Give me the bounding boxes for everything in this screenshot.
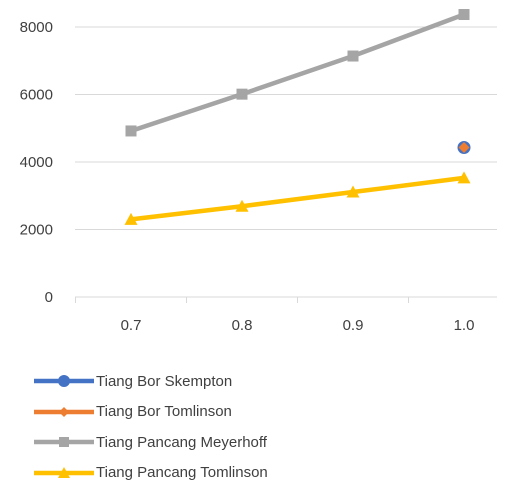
triangle-marker	[124, 212, 138, 225]
legend-label: Tiang Pancang Tomlinson	[96, 464, 268, 482]
legend-swatch	[34, 437, 94, 448]
y-tick-label: 2000	[20, 222, 53, 239]
square-marker	[59, 437, 69, 448]
legend-item: Tiang Bor Skempton	[34, 366, 268, 397]
y-axis-ticks: 0 2000 4000 6000 8000	[20, 19, 53, 306]
series-tiang-pancang-tomlinson	[124, 171, 471, 225]
legend-swatch	[34, 406, 94, 417]
legend-label: Tiang Pancang Meyerhoff	[96, 433, 267, 451]
circle-marker	[58, 375, 70, 388]
triangle-marker	[457, 171, 471, 184]
triangle-marker	[235, 199, 249, 212]
square-marker	[125, 125, 137, 137]
legend-label: Tiang Bor Skempton	[96, 372, 233, 390]
triangle-marker	[346, 185, 360, 198]
legend-item: Tiang Pancang Tomlinson	[34, 458, 268, 488]
line-chart: 0 2000 4000 6000 8000 0.7 0.8 0.9 1.0	[20, 9, 497, 334]
diamond-marker	[59, 406, 69, 417]
x-tick-label: 1.0	[454, 317, 475, 334]
diamond-marker	[458, 141, 470, 153]
series-tiang-pancang-meyerhoff	[125, 9, 470, 137]
series-line	[130, 12, 465, 134]
legend-item: Tiang Bor Tomlinson	[34, 397, 268, 428]
legend-swatch	[34, 375, 94, 388]
legend: Tiang Bor Skempton Tiang Bor Tomlinson Tia…	[34, 366, 268, 488]
square-marker	[458, 9, 470, 21]
square-marker	[236, 88, 248, 100]
x-axis	[75, 296, 497, 303]
x-tick-label: 0.9	[343, 317, 364, 334]
x-tick-label: 0.7	[121, 317, 142, 334]
series-tiang-bor-tomlinson	[458, 141, 470, 153]
legend-label: Tiang Bor Tomlinson	[96, 403, 232, 421]
legend-item: Tiang Pancang Meyerhoff	[34, 427, 268, 458]
y-tick-label: 6000	[20, 87, 53, 104]
y-tick-label: 8000	[20, 19, 53, 36]
legend-swatch	[34, 466, 94, 478]
triangle-marker	[58, 466, 70, 478]
x-tick-label: 0.8	[232, 317, 253, 334]
series-line	[130, 175, 465, 222]
x-axis-ticks: 0.7 0.8 0.9 1.0	[121, 317, 475, 334]
series-group	[124, 9, 471, 225]
square-marker	[347, 50, 359, 62]
y-tick-label: 0	[45, 289, 53, 306]
y-tick-label: 4000	[20, 154, 53, 171]
